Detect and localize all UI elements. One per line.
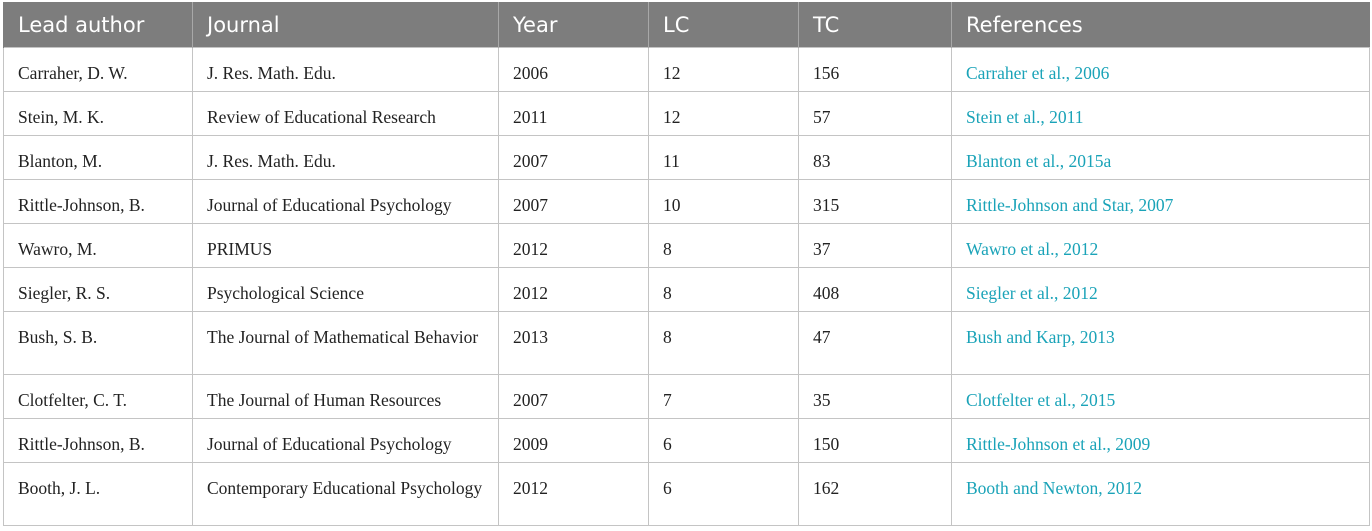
reference-link[interactable]: Rittle-Johnson and Star, 2007 [951, 179, 1370, 224]
cell-lead-author: Clotfelter, C. T. [3, 374, 193, 419]
table-row: Stein, M. K. Review of Educational Resea… [3, 91, 1370, 136]
cell-lead-author: Bush, S. B. [3, 311, 193, 375]
cell-lc: 12 [648, 47, 799, 92]
cell-tc: 57 [798, 91, 952, 136]
cell-lead-author: Siegler, R. S. [3, 267, 193, 312]
cell-year: 2012 [498, 267, 649, 312]
cell-year: 2009 [498, 418, 649, 463]
cell-journal: PRIMUS [192, 223, 499, 268]
table-row: Rittle-Johnson, B. Journal of Educationa… [3, 179, 1370, 224]
cell-lc: 10 [648, 179, 799, 224]
cell-year: 2006 [498, 47, 649, 92]
cell-lc: 6 [648, 462, 799, 526]
cell-lead-author: Rittle-Johnson, B. [3, 179, 193, 224]
cell-lead-author: Stein, M. K. [3, 91, 193, 136]
cell-tc: 162 [798, 462, 952, 526]
cell-journal: J. Res. Math. Edu. [192, 47, 499, 92]
reference-link[interactable]: Bush and Karp, 2013 [951, 311, 1370, 375]
cell-year: 2012 [498, 462, 649, 526]
cell-journal: Journal of Educational Psychology [192, 179, 499, 224]
header-journal: Journal [192, 2, 499, 48]
cell-lc: 6 [648, 418, 799, 463]
header-year: Year [498, 2, 649, 48]
cell-tc: 83 [798, 135, 952, 180]
cell-year: 2013 [498, 311, 649, 375]
cell-tc: 156 [798, 47, 952, 92]
cell-lc: 8 [648, 267, 799, 312]
cell-journal: Psychological Science [192, 267, 499, 312]
cell-journal: Review of Educational Research [192, 91, 499, 136]
cell-year: 2007 [498, 374, 649, 419]
reference-link[interactable]: Rittle-Johnson et al., 2009 [951, 418, 1370, 463]
reference-link[interactable]: Carraher et al., 2006 [951, 47, 1370, 92]
cell-tc: 47 [798, 311, 952, 375]
cell-lead-author: Carraher, D. W. [3, 47, 193, 92]
table-row: Rittle-Johnson, B. Journal of Educationa… [3, 418, 1370, 463]
table-header-row: Lead author Journal Year LC TC Reference… [3, 2, 1370, 48]
header-references: References [951, 2, 1370, 48]
cell-tc: 35 [798, 374, 952, 419]
cell-year: 2007 [498, 135, 649, 180]
cell-lc: 7 [648, 374, 799, 419]
cell-journal: The Journal of Human Resources [192, 374, 499, 419]
reference-link[interactable]: Siegler et al., 2012 [951, 267, 1370, 312]
header-lead-author: Lead author [3, 2, 193, 48]
cell-lc: 11 [648, 135, 799, 180]
cell-lead-author: Booth, J. L. [3, 462, 193, 526]
cell-lc: 12 [648, 91, 799, 136]
cell-tc: 37 [798, 223, 952, 268]
cell-year: 2012 [498, 223, 649, 268]
cell-journal: J. Res. Math. Edu. [192, 135, 499, 180]
cell-tc: 315 [798, 179, 952, 224]
table-row: Bush, S. B. The Journal of Mathematical … [3, 311, 1370, 375]
cell-journal: Journal of Educational Psychology [192, 418, 499, 463]
table-row: Siegler, R. S. Psychological Science 201… [3, 267, 1370, 312]
reference-link[interactable]: Wawro et al., 2012 [951, 223, 1370, 268]
reference-link[interactable]: Clotfelter et al., 2015 [951, 374, 1370, 419]
table-row: Booth, J. L. Contemporary Educational Ps… [3, 462, 1370, 526]
cell-lead-author: Wawro, M. [3, 223, 193, 268]
table-row: Clotfelter, C. T. The Journal of Human R… [3, 374, 1370, 419]
cell-lc: 8 [648, 311, 799, 375]
citation-table: Lead author Journal Year LC TC Reference… [3, 2, 1370, 526]
cell-journal: The Journal of Mathematical Behavior [192, 311, 499, 375]
reference-link[interactable]: Stein et al., 2011 [951, 91, 1370, 136]
header-lc: LC [648, 2, 799, 48]
cell-lead-author: Blanton, M. [3, 135, 193, 180]
cell-lead-author: Rittle-Johnson, B. [3, 418, 193, 463]
header-tc: TC [798, 2, 952, 48]
cell-year: 2007 [498, 179, 649, 224]
reference-link[interactable]: Blanton et al., 2015a [951, 135, 1370, 180]
reference-link[interactable]: Booth and Newton, 2012 [951, 462, 1370, 526]
cell-tc: 150 [798, 418, 952, 463]
table-row: Blanton, M. J. Res. Math. Edu. 2007 11 8… [3, 135, 1370, 180]
cell-year: 2011 [498, 91, 649, 136]
table-row: Wawro, M. PRIMUS 2012 8 37 Wawro et al.,… [3, 223, 1370, 268]
cell-lc: 8 [648, 223, 799, 268]
cell-journal: Contemporary Educational Psychology [192, 462, 499, 526]
table-row: Carraher, D. W. J. Res. Math. Edu. 2006 … [3, 47, 1370, 92]
cell-tc: 408 [798, 267, 952, 312]
